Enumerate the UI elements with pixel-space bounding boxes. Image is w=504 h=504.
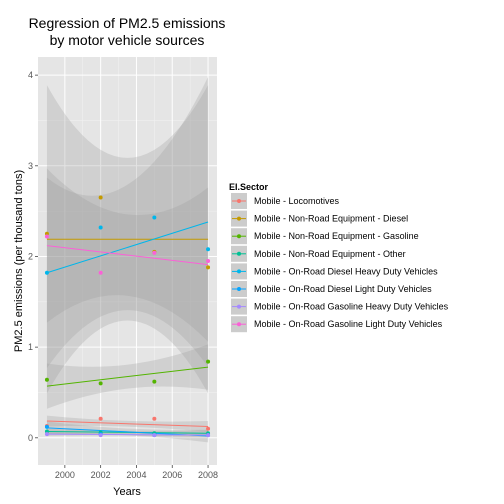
confidence-band-4 (46, 76, 209, 368)
data-point (44, 424, 49, 429)
x-tick-label: 2006 (162, 470, 182, 480)
data-point (152, 250, 157, 255)
data-point (98, 433, 103, 438)
data-points (44, 195, 211, 438)
chart-title-line-1: Regression of PM2.5 emissions (29, 15, 226, 31)
y-axis-label: PM2.5 emissions (per thousand tons) (13, 170, 25, 352)
legend-items: Mobile - Locomotives Mobile - Non-Road Eq… (231, 193, 449, 333)
grid-lines (38, 57, 217, 465)
x-axis-label: Years (113, 486, 141, 498)
regression-line-6 (46, 433, 209, 436)
data-point (152, 416, 157, 421)
legend-key-point (237, 234, 241, 239)
legend-label: Mobile - Non-Road Equipment - Diesel (254, 214, 408, 224)
legend-key-point (237, 199, 241, 203)
data-point (206, 265, 211, 270)
legend-label: Mobile - On-Road Gasoline Light Duty Veh… (254, 319, 443, 329)
legend-label: Mobile - On-Road Diesel Light Duty Vehic… (254, 284, 432, 294)
data-point (44, 234, 49, 239)
x-tick-label: 2002 (91, 470, 111, 480)
data-point (98, 416, 103, 421)
regression-line-0 (46, 420, 209, 427)
data-point (98, 381, 103, 386)
legend-key-point (237, 287, 241, 291)
legend-label: Mobile - Locomotives (254, 196, 340, 206)
plot-panel (38, 57, 217, 465)
data-point (44, 270, 49, 275)
legend-key-point (237, 269, 241, 274)
data-point (152, 433, 157, 438)
chart-title-line-2: by motor vehicle sources (50, 32, 205, 48)
regression-line-7 (46, 245, 209, 266)
data-point (206, 247, 211, 252)
data-point (206, 433, 211, 438)
data-point (206, 426, 211, 431)
data-point (206, 359, 211, 364)
y-tick-label: 0 (28, 433, 33, 443)
y-tick-label: 2 (28, 251, 33, 261)
y-tick-label: 3 (28, 161, 33, 171)
axes: 2000 2002 2004 2006 2008 0 1 2 3 4 (28, 70, 218, 480)
chart-title: Regression of PM2.5 emissions by motor v… (29, 15, 226, 48)
legend-key-point (237, 251, 241, 256)
x-tick-label: 2004 (126, 470, 146, 480)
legend-title: EI.Sector (229, 182, 269, 192)
x-tick-label: 2008 (198, 470, 218, 480)
data-point (98, 195, 103, 200)
legend-label: Mobile - On-Road Diesel Heavy Duty Vehic… (254, 266, 438, 276)
regression-lines (46, 221, 209, 437)
legend-key-point (237, 322, 241, 327)
data-point (44, 432, 49, 437)
data-point (152, 215, 157, 220)
data-point (152, 379, 157, 384)
regression-line-4 (46, 221, 209, 274)
y-tick-label: 4 (28, 70, 33, 80)
regression-line-2 (46, 366, 209, 387)
legend-label: Mobile - Non-Road Equipment - Gasoline (254, 231, 419, 241)
x-tick-label: 2000 (55, 470, 75, 480)
confidence-bands (46, 76, 209, 443)
legend: EI.Sector Mobile - Locomotives Mobile - N… (229, 182, 449, 333)
data-point (44, 377, 49, 382)
legend-label: Mobile - On-Road Gasoline Heavy Duty Veh… (254, 302, 449, 312)
data-point (98, 270, 103, 275)
data-point (206, 259, 211, 263)
data-point (98, 225, 103, 230)
legend-label: Mobile - Non-Road Equipment - Other (254, 249, 406, 259)
y-tick-label: 1 (28, 342, 33, 352)
legend-key-point (237, 216, 241, 221)
legend-key-point (237, 304, 241, 309)
